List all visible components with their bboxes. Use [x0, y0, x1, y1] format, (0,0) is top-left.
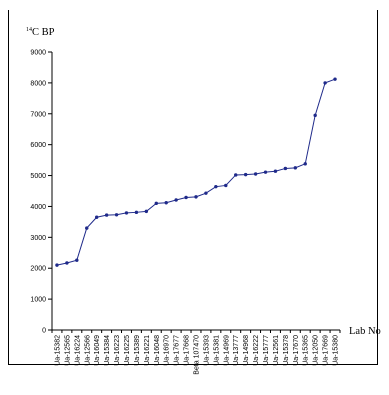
- y-tick-label: 6000: [30, 142, 46, 149]
- data-point: [234, 173, 238, 177]
- y-tick-label: 7000: [30, 111, 46, 118]
- x-tick-label: Ua-17668: [184, 335, 191, 366]
- x-tick-label: Ua-17677: [174, 335, 181, 366]
- data-point: [184, 195, 188, 200]
- x-tick-label: Ua-15389: [134, 335, 141, 366]
- data-point: [94, 215, 99, 219]
- x-tick-label: Ua-15365: [303, 335, 310, 366]
- x-tick-label: Ua-13777: [233, 335, 240, 366]
- x-tick-label: Ua-14968: [243, 335, 250, 366]
- data-point: [55, 263, 59, 267]
- y-tick-label: 4000: [30, 204, 46, 211]
- data-point: [214, 184, 218, 189]
- y-tick-label: 9000: [30, 50, 46, 57]
- data-point: [313, 113, 317, 118]
- y-tick-label: 5000: [30, 173, 46, 180]
- data-point: [303, 162, 307, 166]
- data-point: [194, 195, 198, 199]
- data-point: [224, 183, 228, 188]
- x-tick-label: Ua-14969: [223, 335, 230, 366]
- data-point: [164, 201, 168, 205]
- x-tick-label: Ua-16225: [124, 335, 131, 366]
- x-axis-label: Lab No: [349, 326, 381, 337]
- x-tick-label: Ua-17669: [323, 335, 330, 366]
- data-point: [253, 172, 258, 176]
- data-point: [144, 209, 149, 214]
- y-tick-label: 1000: [30, 297, 46, 304]
- data-point: [104, 213, 109, 217]
- data-point: [243, 172, 248, 177]
- x-tick-label: Ua-16222: [253, 335, 260, 366]
- x-tick-label: Ua-15380: [333, 335, 340, 366]
- series-lab-dates: [55, 77, 337, 267]
- chart-frame: [8, 10, 378, 365]
- data-point: [293, 166, 298, 170]
- data-point: [273, 169, 278, 173]
- x-tick-label: Ua-15381: [213, 335, 220, 366]
- x-tick-label: Ua-15384: [104, 335, 111, 366]
- x-tick-label: Beta 107470: [194, 335, 201, 375]
- x-tick-label: Ua-12566: [84, 335, 91, 366]
- data-point: [85, 226, 89, 230]
- x-tick-label: Ua-16224: [74, 335, 81, 366]
- y-axis: 0 1000 2000 3000 4000 5000 6000 7000 8000 9000: [30, 50, 53, 335]
- x-tick-label: Ua-12561: [273, 335, 280, 366]
- x-tick-label: Ua-15382: [54, 335, 61, 366]
- y-axis-label: 14C BP: [26, 27, 55, 38]
- data-point: [333, 77, 337, 81]
- data-point: [134, 210, 139, 215]
- y-tick-label: 8000: [30, 80, 46, 87]
- data-point: [154, 201, 158, 206]
- y-axis-label-main: C BP: [32, 27, 55, 38]
- x-tick-label: Ua-12050: [313, 335, 320, 366]
- x-tick-label: Ua-16223: [114, 335, 121, 366]
- x-tick-label: Ua-16970: [164, 335, 171, 366]
- series-line: [56, 78, 336, 266]
- y-tick-label: 0: [42, 328, 46, 335]
- data-point: [204, 191, 208, 195]
- data-point: [263, 170, 268, 174]
- data-point: [323, 81, 327, 85]
- x-tick-label: Ua-16221: [144, 335, 151, 366]
- data-point: [174, 198, 178, 202]
- data-point: [114, 213, 119, 217]
- data-point: [65, 261, 69, 265]
- data-point: [75, 258, 79, 262]
- x-axis: Ua-15382 Ua-12565 Ua-16224 Ua-12566 Ua-16049…: [51, 329, 341, 375]
- x-tick-label: Ua-15378: [283, 335, 290, 366]
- x-tick-label: Ua-16049: [94, 335, 101, 366]
- x-tick-label: Ua-15777: [263, 335, 270, 366]
- data-point: [283, 166, 288, 171]
- x-tick-label: Ua-17670: [293, 335, 300, 366]
- y-tick-label: 3000: [30, 235, 46, 242]
- x-tick-label: Ua-16048: [154, 335, 161, 366]
- data-point: [124, 211, 129, 215]
- x-tick-label: Ua-15393: [203, 335, 210, 366]
- x-tick-label: Ua-12565: [64, 335, 71, 366]
- y-tick-label: 2000: [30, 266, 46, 273]
- y-axis-label-superscript: 14: [26, 27, 32, 33]
